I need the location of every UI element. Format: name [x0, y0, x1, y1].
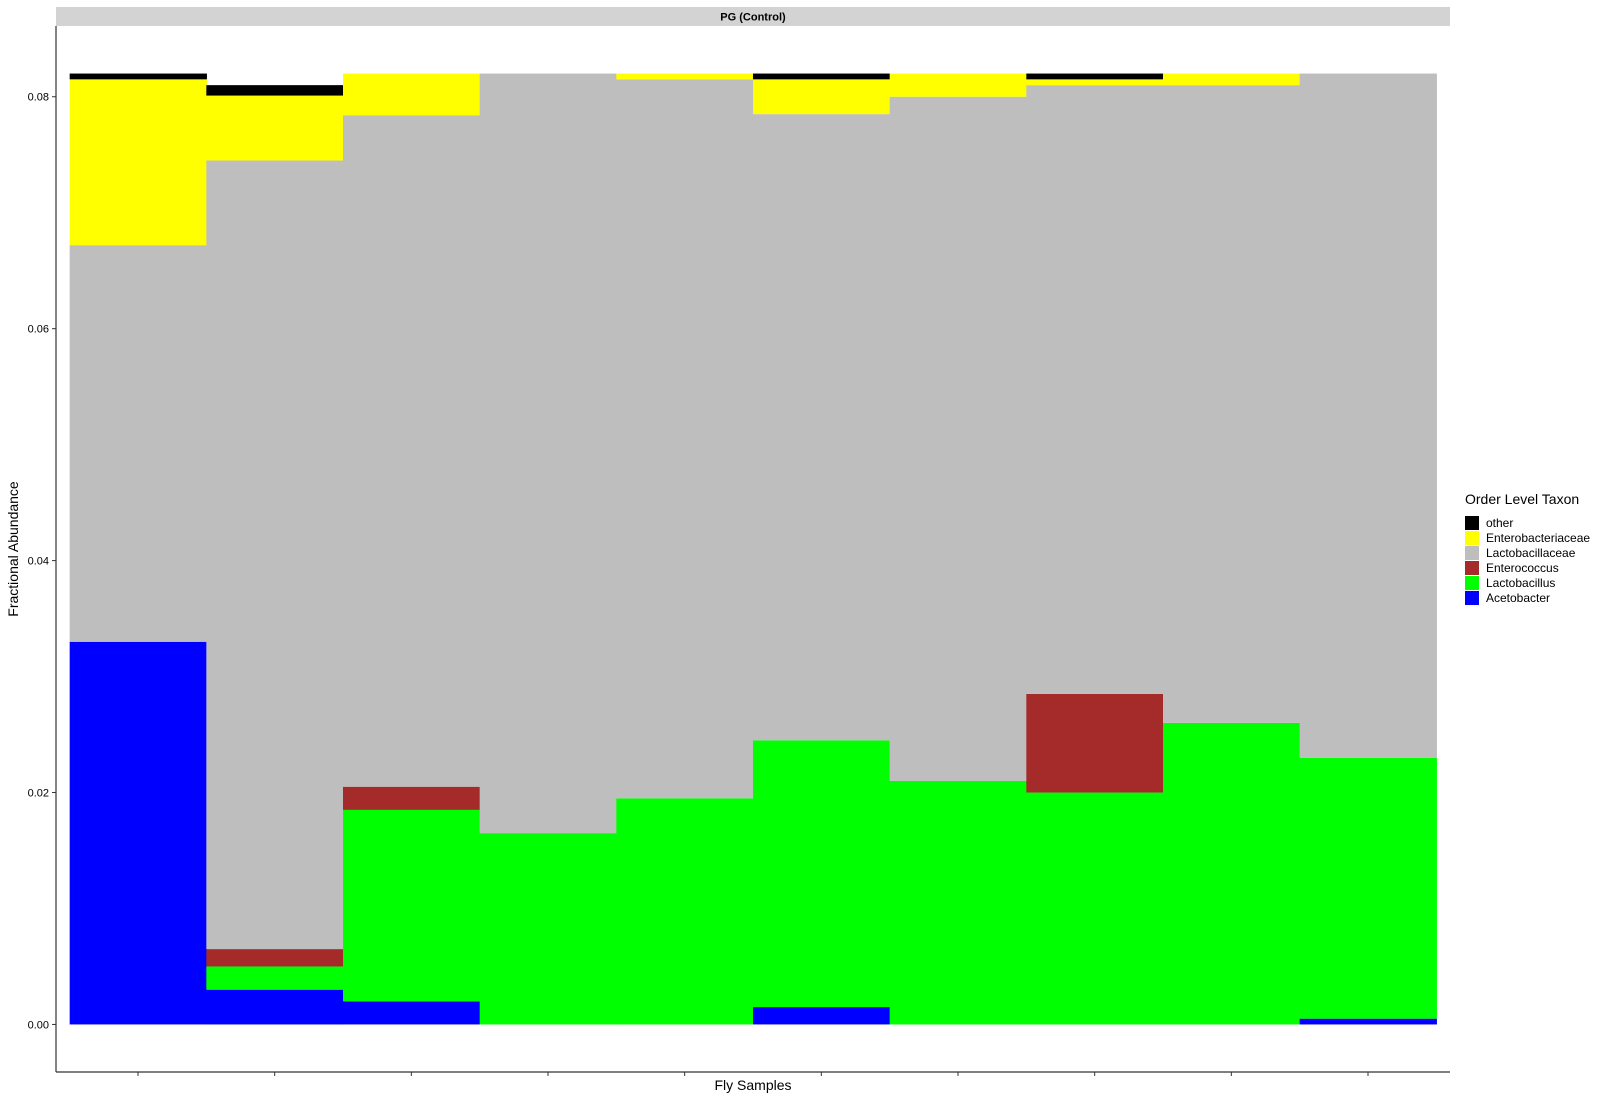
bar-segment-enterococcus-sample-8 — [1026, 693, 1164, 793]
legend-label-enterobacteriaceae: Enterobacteriaceae — [1486, 531, 1590, 545]
bar-segment-acetobacter-sample-3 — [343, 1001, 481, 1025]
y-tick-label: 0.02 — [28, 788, 49, 800]
bar-segment-lactobacillaceae-sample-4 — [479, 73, 617, 834]
y-tick-label: 0.04 — [28, 556, 49, 568]
bar-segment-lactobacillus-sample-9 — [1163, 722, 1301, 1025]
legend-label-enterococcus: Enterococcus — [1486, 561, 1559, 575]
bar-segment-lactobacillaceae-sample-6 — [753, 114, 891, 741]
legend-label-lactobacillaceae: Lactobacillaceae — [1486, 546, 1576, 560]
bar-segment-lactobacillus-sample-3 — [343, 809, 481, 1002]
bar-segment-lactobacillus-sample-8 — [1026, 792, 1164, 1025]
legend-swatch-lactobacillus — [1465, 576, 1479, 590]
legend-label-acetobacter: Acetobacter — [1486, 591, 1550, 605]
bar-segment-lactobacillaceae-sample-7 — [889, 96, 1027, 781]
bar-segment-lactobacillaceae-sample-8 — [1026, 85, 1164, 694]
bar-segment-other-sample-2 — [206, 85, 344, 96]
bar-segment-lactobacillus-sample-4 — [479, 833, 617, 1025]
legend-swatch-enterococcus — [1465, 561, 1479, 575]
legend-label-lactobacillus: Lactobacillus — [1486, 576, 1555, 590]
legend-label-other: other — [1486, 516, 1513, 530]
legend-swatch-acetobacter — [1465, 591, 1479, 605]
bar-segment-acetobacter-sample-6 — [753, 1007, 891, 1025]
legend: Order Level Taxon otherEnterobacteriacea… — [1465, 491, 1590, 605]
bar-segment-lactobacillaceae-sample-10 — [1299, 73, 1437, 758]
facet-title: PG (Control) — [720, 12, 786, 24]
bar-segment-other-sample-8 — [1026, 73, 1164, 80]
facet-strip-background — [56, 7, 1450, 26]
legend-swatch-enterobacteriaceae — [1465, 531, 1479, 545]
y-tick-label: 0.00 — [28, 1019, 49, 1031]
bar-segment-other-sample-6 — [753, 73, 891, 80]
legend-items: otherEnterobacteriaceaeLactobacillaceaeE… — [1465, 516, 1590, 605]
y-tick-label: 0.06 — [28, 324, 49, 336]
bars-layer — [69, 73, 1437, 1025]
bar-segment-lactobacillaceae-sample-5 — [616, 79, 754, 799]
bar-segment-enterobacteriaceae-sample-3 — [343, 73, 481, 116]
bar-segment-enterobacteriaceae-sample-2 — [206, 95, 344, 161]
axes — [55, 26, 1450, 1073]
bar-segment-lactobacillus-sample-10 — [1299, 757, 1437, 1019]
y-tick-label: 0.08 — [28, 92, 49, 104]
bar-segment-enterobacteriaceae-sample-8 — [1026, 79, 1164, 86]
bar-segment-enterobacteriaceae-sample-5 — [616, 73, 754, 80]
bar-segment-lactobacillus-sample-7 — [889, 780, 1027, 1025]
bar-segment-other-sample-1 — [69, 73, 207, 80]
bar-segment-acetobacter-sample-2 — [206, 989, 344, 1025]
bar-segment-lactobacillus-sample-2 — [206, 966, 344, 990]
bar-segment-enterobacteriaceae-sample-9 — [1163, 73, 1301, 86]
x-axis-ticks — [137, 1072, 1369, 1076]
bar-segment-enterococcus-sample-2 — [206, 949, 344, 967]
y-axis-title: Fractional Abundance — [5, 481, 21, 617]
bar-segment-acetobacter-sample-10 — [1299, 1018, 1437, 1025]
legend-title: Order Level Taxon — [1465, 491, 1579, 507]
bar-segment-enterobacteriaceae-sample-1 — [69, 79, 207, 246]
bar-segment-lactobacillaceae-sample-1 — [69, 245, 207, 642]
bar-segment-lactobacillaceae-sample-9 — [1163, 85, 1301, 723]
bar-segment-lactobacillus-sample-5 — [616, 798, 754, 1025]
x-axis-title: Fly Samples — [714, 1077, 791, 1093]
bar-segment-lactobacillaceae-sample-2 — [206, 160, 344, 950]
legend-swatch-other — [1465, 516, 1479, 530]
bar-segment-enterococcus-sample-3 — [343, 786, 481, 810]
facet-strip: PG (Control) — [56, 7, 1450, 26]
bar-segment-enterobacteriaceae-sample-6 — [753, 79, 891, 115]
bar-segment-acetobacter-sample-1 — [69, 641, 207, 1025]
bar-segment-lactobacillus-sample-6 — [753, 740, 891, 1008]
y-axis-ticks: 0.00 0.02 0.04 0.06 0.08 — [28, 92, 56, 1031]
bar-segment-enterobacteriaceae-sample-7 — [889, 73, 1027, 97]
legend-swatch-lactobacillaceae — [1465, 546, 1479, 560]
bar-segment-lactobacillaceae-sample-3 — [343, 115, 481, 787]
